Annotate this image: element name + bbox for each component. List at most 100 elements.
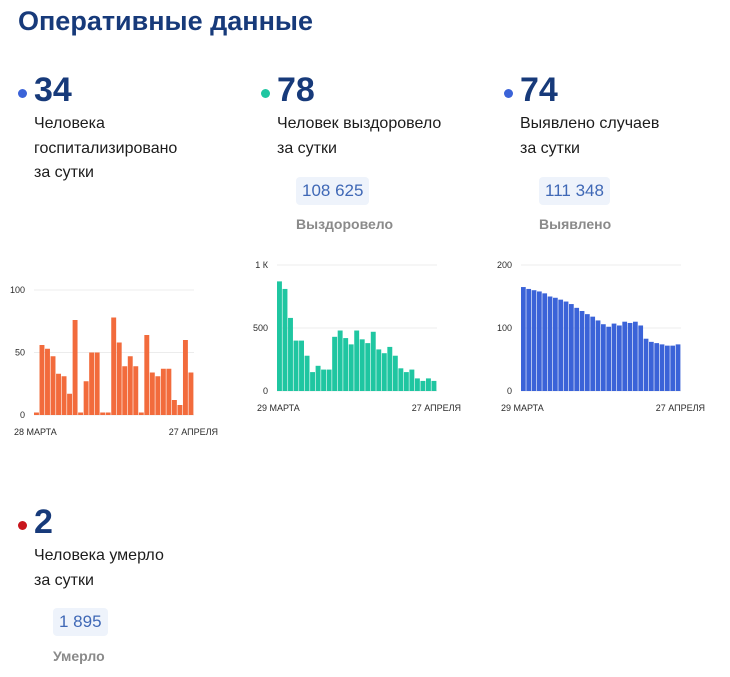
bar [558,299,564,391]
bar [34,412,39,415]
bar [563,301,569,391]
bar [138,412,144,415]
bar [649,341,654,391]
y-tick-label: 0 [263,386,268,396]
bar [321,369,327,391]
hospitalized-description: Человека госпитализировано за сутки [34,115,178,181]
x-end-label: 27 АПРЕЛЯ [412,403,461,413]
bar [531,290,537,391]
bar [315,365,321,391]
x-start-label: 29 МАРТА [257,403,300,413]
page-title: Оперативные данные [18,6,313,36]
bar [420,380,426,391]
bar [537,291,542,391]
detected-total-badge: 111 348 [539,177,610,205]
y-tick-label: 0 [507,386,512,396]
bar [78,412,84,415]
stat-deaths: 2 Человека умерло за сутки 1 895 Умерло [17,502,237,672]
bar [381,353,387,391]
detected-total-label: Выявлено [539,216,612,232]
bar [144,335,150,415]
x-end-label: 27 АПРЕЛЯ [169,427,218,437]
bar [376,349,382,391]
stat-recovered: 78 Человек выздоровело за сутки 108 625 … [260,70,490,240]
bar [94,352,100,415]
bar [617,325,622,391]
bar [521,287,526,391]
bar [155,376,161,415]
bar [553,297,558,391]
bar [133,366,139,415]
bar [392,355,398,391]
status-dot [261,89,270,98]
bar [398,368,404,391]
bar [299,340,304,391]
bar [61,376,67,415]
stat-detected: 74 Выявлено случаев за сутки 111 348 Выя… [503,70,723,240]
y-tick-label: 500 [253,323,268,333]
bar [188,372,194,415]
bar [122,366,128,415]
bar [585,314,590,391]
bar [526,288,532,391]
deaths-total-badge: 1 895 [53,608,108,636]
bar [304,355,310,391]
detected-count: 74 [520,71,558,109]
bar [431,380,437,391]
y-tick-label: 1 К [255,260,269,270]
bar [643,338,649,391]
deaths-description: Человека умерло за сутки [34,547,164,589]
bar [343,338,349,391]
bar [354,330,360,391]
bar [627,322,633,391]
bar [56,373,61,415]
recovered-description: Человек выздоровело за сутки [277,115,442,157]
bar [654,343,660,391]
detected-chart: 29 МАРТА 27 АПРЕЛЯ 0 100 200 [497,260,705,413]
hospitalized-count: 34 [34,71,72,109]
bar [116,342,122,415]
bar [370,331,376,391]
bar [310,372,316,391]
status-dot [18,521,27,530]
bar [595,320,601,391]
bar [72,320,78,415]
bar [177,405,183,415]
y-tick-label: 100 [497,323,512,333]
y-tick-label: 200 [497,260,512,270]
bar [50,356,56,415]
recovered-total-label: Выздоровело [296,216,394,232]
bar [601,324,606,391]
bar [574,307,580,391]
bar [542,293,548,391]
x-start-label: 29 МАРТА [501,403,544,413]
bar [547,296,553,391]
bar [277,281,282,391]
bar [348,344,354,391]
bar [633,321,638,391]
bar [590,316,596,391]
recovered-count: 78 [277,71,315,109]
bar [414,378,420,391]
bar [638,325,644,391]
bar [622,321,628,391]
bar [39,345,45,415]
bar [665,345,670,391]
deaths-count: 2 [34,503,53,541]
bar [182,340,188,415]
recovered-total-badge: 108 625 [296,177,370,205]
bar [403,372,409,391]
bar [332,336,338,391]
bar [326,369,332,391]
bar [282,288,288,391]
bar [67,393,73,415]
bar [606,326,612,391]
bar [111,317,117,415]
status-dot [504,89,513,98]
bar [359,339,365,391]
bar [670,345,676,391]
bar [171,400,177,415]
bar [288,317,293,391]
status-dot [18,89,27,98]
bar [89,352,95,415]
